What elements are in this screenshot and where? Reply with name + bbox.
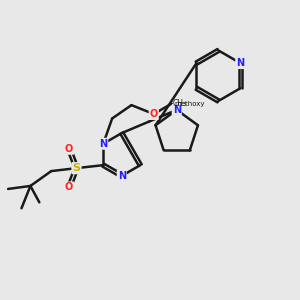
Text: N: N xyxy=(173,105,181,115)
Text: N: N xyxy=(118,171,126,181)
Text: O: O xyxy=(65,144,73,154)
Text: O: O xyxy=(150,109,158,119)
Text: O: O xyxy=(65,182,73,193)
Text: N: N xyxy=(99,139,107,149)
Text: N: N xyxy=(236,58,244,68)
Text: CH₃: CH₃ xyxy=(173,99,187,108)
Text: S: S xyxy=(73,163,80,173)
Text: methoxy: methoxy xyxy=(175,100,205,106)
